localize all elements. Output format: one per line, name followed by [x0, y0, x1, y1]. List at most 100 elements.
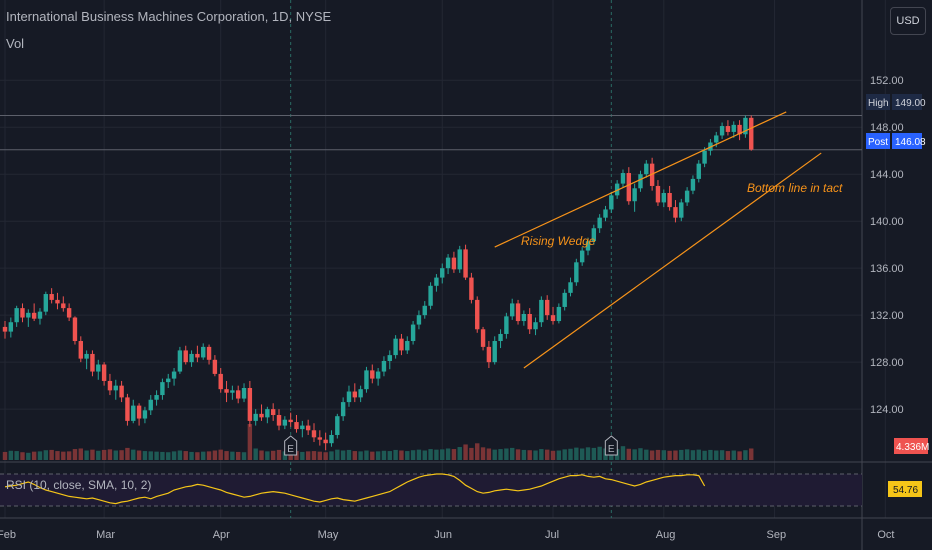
candle: [480, 326, 486, 351]
earnings-marker[interactable]: E: [604, 435, 618, 456]
candle-body: [340, 402, 346, 417]
candle-body: [434, 277, 439, 286]
candle: [14, 305, 19, 327]
volume-bar: [294, 451, 299, 460]
candle-body: [119, 385, 124, 398]
volume-bar: [393, 449, 398, 460]
candle: [539, 296, 544, 327]
annotation-rising-wedge[interactable]: Rising Wedge: [521, 234, 596, 248]
candle-body: [655, 185, 661, 203]
candle-body: [527, 313, 532, 330]
volume-bar: [719, 450, 725, 460]
volume-bar: [66, 451, 72, 460]
candle-body: [550, 315, 556, 322]
volume-bar: [189, 451, 194, 460]
candle-body: [370, 370, 375, 379]
candle-body: [154, 395, 159, 400]
volume-bar: [323, 452, 328, 460]
candle: [236, 385, 241, 404]
candle: [737, 120, 742, 141]
volume-bar: [300, 451, 305, 460]
volume-bar: [504, 448, 509, 460]
volume-bar: [405, 451, 410, 460]
volume-bar: [708, 449, 713, 460]
earnings-marker-label: E: [287, 444, 294, 455]
volume-bar: [20, 452, 25, 460]
candle-body: [241, 387, 247, 399]
volume-bar: [440, 449, 445, 460]
volume-bar: [90, 449, 95, 460]
volume-bar: [521, 449, 527, 460]
volume-bar: [265, 451, 270, 460]
volume-bar: [492, 449, 497, 460]
volume-bar: [737, 451, 742, 460]
candle-body: [644, 163, 649, 175]
high-badge-label-bg: [866, 94, 890, 110]
rising-wedge-lines[interactable]: [494, 111, 822, 369]
candle: [632, 183, 637, 212]
high-badge: High 149.00: [866, 94, 926, 110]
volume-bar: [55, 451, 60, 460]
candle-body: [61, 303, 66, 309]
candle-body: [125, 397, 130, 421]
candle: [749, 115, 754, 151]
volume-bar: [183, 451, 188, 460]
volume-bar: [644, 449, 649, 460]
price-axis[interactable]: 124.00 128.00 132.00 136.00 140.00 144.00 148.…: [870, 75, 904, 416]
candle: [323, 432, 328, 451]
candle: [206, 344, 212, 365]
candle-body: [265, 409, 270, 418]
candle-body: [626, 173, 632, 202]
volume-bar: [311, 451, 317, 460]
volume-bar: [142, 451, 148, 460]
volume-bar: [136, 450, 142, 460]
time-tick-label: Jul: [545, 529, 559, 541]
rsi-indicator-label[interactable]: RSI (10, close, SMA, 10, 2): [6, 478, 152, 492]
price-tick-label: 124.00: [870, 404, 904, 416]
volume-bar: [236, 451, 241, 460]
earnings-marker[interactable]: E: [284, 435, 298, 456]
volume-bar: [154, 451, 159, 460]
annotation-bottom-line[interactable]: Bottom line in tact: [747, 181, 843, 195]
candle-body: [667, 193, 672, 208]
candle: [725, 120, 731, 136]
candle-body: [597, 217, 602, 229]
volume-label: Vol: [6, 36, 25, 51]
candle-body: [206, 346, 212, 360]
candlestick-series[interactable]: [2, 115, 754, 451]
candle-body: [2, 326, 8, 332]
volume-bar: [591, 447, 597, 460]
candle: [37, 308, 43, 325]
candle-body: [101, 364, 107, 381]
candle-body: [649, 163, 655, 186]
currency-button[interactable]: USD: [890, 7, 926, 35]
candle: [743, 115, 748, 138]
volume-bar: [649, 450, 655, 460]
time-tick-label: Sep: [767, 529, 787, 541]
candle: [276, 409, 282, 431]
volume-bar: [626, 448, 632, 460]
candle-body: [510, 303, 515, 317]
candle: [544, 295, 550, 320]
volume-bar: [480, 447, 486, 460]
candle-body: [544, 299, 550, 316]
candle-body: [579, 250, 585, 263]
volume-bar: [375, 451, 381, 460]
volume-bar: [335, 449, 340, 460]
candle: [620, 169, 626, 188]
candle: [183, 345, 188, 365]
volume-bar: [177, 450, 183, 460]
candle-body: [160, 382, 165, 396]
candle: [224, 380, 229, 403]
volume-bar: [49, 449, 54, 460]
candle-body: [236, 390, 241, 399]
time-axis[interactable]: Feb Mar Apr May Jun Jul Aug Sep Oct: [0, 529, 894, 541]
volume-bar: [673, 450, 678, 460]
volume-bar: [288, 451, 293, 460]
volume-bar: [2, 451, 8, 460]
candle: [405, 336, 410, 354]
candle: [568, 277, 573, 297]
volume-bar: [632, 449, 637, 460]
candle: [288, 412, 293, 427]
